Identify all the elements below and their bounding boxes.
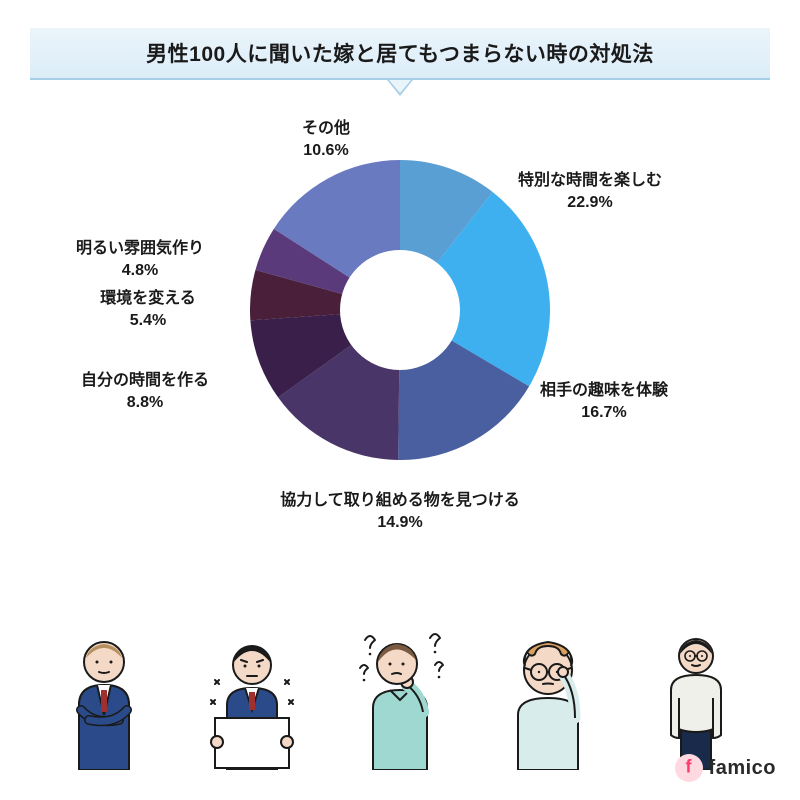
person-5 [641, 620, 751, 770]
slice-label: 特別な時間を楽しむ22.9% [518, 170, 662, 213]
brand: famico [675, 754, 776, 782]
brand-icon [675, 754, 703, 782]
person-4 [493, 620, 603, 770]
person-3 [345, 620, 455, 770]
people-row [0, 610, 800, 770]
slice-label: その他10.6% [302, 118, 350, 161]
person-2 [197, 620, 307, 770]
slice-label: 相手の趣味を体験16.7% [540, 380, 668, 423]
brand-name: famico [709, 757, 776, 780]
donut-chart [250, 160, 550, 460]
person-1 [49, 620, 159, 770]
donut-hole [340, 250, 460, 370]
slice-label: 明るい雰囲気作り4.8% [76, 238, 204, 281]
title-text: 男性100人に聞いた嫁と居てもつまらない時の対処法 [146, 38, 654, 68]
title-pointer-icon [387, 80, 413, 96]
title-banner: 男性100人に聞いた嫁と居てもつまらない時の対処法 [30, 28, 770, 80]
slice-label: 自分の時間を作る8.8% [81, 370, 209, 413]
slice-label: 環境を変える5.4% [100, 288, 196, 331]
slice-label: 協力して取り組める物を見つける14.9% [280, 490, 520, 533]
